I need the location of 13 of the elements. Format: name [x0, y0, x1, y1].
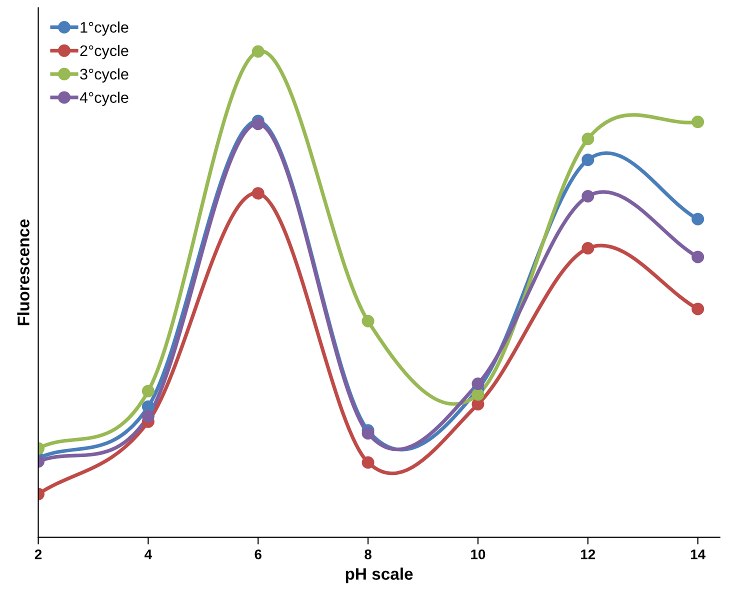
- legend-label: 3°cycle: [80, 68, 128, 83]
- legend-label: 1°cycle: [80, 22, 128, 36]
- x-tick-label: 12: [581, 549, 596, 560]
- x-tick-label: 14: [690, 550, 706, 560]
- y-axis-title: Fluorescence: [17, 219, 30, 326]
- x-axis-title: pH scale: [346, 568, 413, 584]
- x-tick-label: 6: [254, 549, 262, 560]
- legend-label: 2°cycle: [80, 44, 128, 60]
- legend-label: 4°cycle: [80, 92, 128, 106]
- x-tick-label: 8: [364, 549, 372, 560]
- x-tick-label: 10: [471, 549, 486, 560]
- x-tick-label: 4: [144, 550, 152, 560]
- x-tick-label: 2: [34, 549, 42, 560]
